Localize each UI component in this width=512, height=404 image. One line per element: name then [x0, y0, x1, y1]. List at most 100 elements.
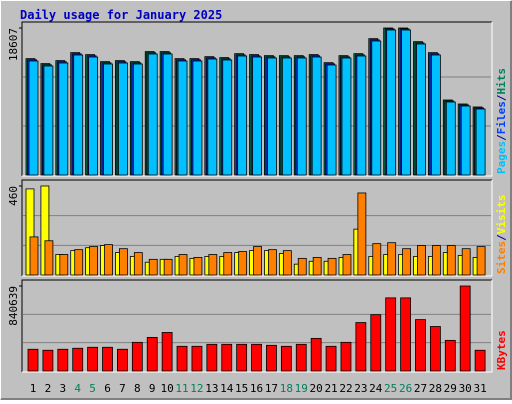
bar	[222, 59, 233, 176]
bar	[460, 105, 471, 176]
bar	[103, 63, 113, 176]
legend-separator: /	[495, 94, 508, 101]
bar	[476, 246, 486, 276]
bar	[208, 254, 218, 276]
panel-border	[22, 22, 493, 177]
legend: Pages/Files/Hits	[495, 68, 508, 174]
bar	[402, 248, 411, 276]
bar	[429, 326, 441, 372]
y-tick-label: 18607	[7, 28, 20, 61]
x-tick-label: 1	[30, 382, 37, 395]
bar	[475, 108, 486, 176]
bar	[325, 345, 337, 372]
bar	[416, 43, 426, 176]
bar	[28, 60, 39, 176]
bar	[57, 348, 69, 372]
bar	[355, 322, 367, 372]
x-tick-label: 28	[429, 382, 442, 395]
x-tick-label: 24	[369, 382, 383, 395]
bar	[372, 243, 382, 276]
bar	[417, 245, 426, 276]
x-tick-label: 3	[59, 382, 66, 395]
x-tick-label: 13	[205, 382, 218, 395]
bar	[102, 346, 113, 372]
bar	[29, 236, 39, 276]
x-tick-label: 4	[74, 382, 81, 395]
chart-title: Daily usage for January 2025	[20, 8, 222, 22]
bar	[177, 60, 188, 176]
bar	[268, 249, 277, 276]
bar	[297, 257, 307, 276]
x-tick-label: 15	[235, 382, 248, 395]
bar	[161, 332, 173, 372]
bar	[282, 250, 292, 276]
legend-entry: KBytes	[495, 330, 508, 370]
bar	[88, 56, 99, 176]
bar	[296, 57, 307, 176]
x-tick-label: 2	[45, 382, 52, 395]
bar	[310, 337, 322, 372]
bar	[43, 65, 54, 176]
bar	[146, 336, 158, 372]
x-tick-label: 16	[250, 382, 263, 395]
bar	[357, 192, 367, 276]
bar	[341, 57, 352, 176]
bar	[58, 62, 69, 176]
bar	[59, 254, 69, 276]
legend: KBytes	[495, 330, 508, 370]
legend-entry: Pages	[495, 141, 508, 174]
bar	[74, 249, 84, 276]
bar	[267, 57, 277, 176]
bar	[445, 101, 456, 176]
bar	[176, 345, 188, 372]
bar	[221, 343, 233, 372]
x-tick-label: 12	[190, 382, 203, 395]
x-tick-label: 21	[324, 382, 337, 395]
x-tick-label: 23	[354, 382, 367, 395]
bar	[104, 244, 113, 276]
x-tick-label: 6	[104, 382, 111, 395]
x-tick-label: 17	[265, 382, 278, 395]
bar	[253, 246, 262, 276]
bar	[327, 257, 337, 276]
bar	[117, 348, 128, 372]
bar	[236, 343, 248, 372]
bar	[444, 339, 456, 372]
x-tick-label: 20	[310, 382, 323, 395]
panel-border	[21, 279, 492, 372]
legend-entry: Files	[495, 101, 508, 134]
bar	[148, 258, 158, 276]
bar	[340, 341, 352, 372]
legend-separator: /	[495, 134, 508, 141]
bar	[132, 63, 143, 176]
bar	[73, 54, 84, 176]
legend-entry: Hits	[495, 68, 508, 95]
bar	[401, 29, 411, 176]
legend: Sites/Visits	[495, 195, 508, 275]
bar	[311, 56, 322, 176]
x-tick-label: 22	[339, 382, 352, 395]
x-tick-label: 26	[399, 382, 412, 395]
panel-border	[21, 179, 492, 276]
bar	[44, 240, 54, 276]
bar	[162, 53, 173, 176]
bar	[119, 248, 128, 276]
x-tick-label: 29	[444, 382, 457, 395]
bar	[281, 57, 292, 176]
bar	[42, 349, 54, 372]
bar	[72, 347, 84, 372]
x-tick-label: 5	[89, 382, 96, 395]
x-tick-label: 27	[414, 382, 427, 395]
bar	[266, 344, 277, 372]
x-tick-label: 14	[220, 382, 234, 395]
bar	[461, 248, 471, 276]
bar	[163, 258, 173, 276]
y-tick-label: 840639	[7, 286, 20, 326]
bar	[237, 55, 248, 176]
x-tick-label: 11	[175, 382, 188, 395]
panel-border	[22, 180, 493, 277]
bar	[206, 343, 218, 372]
bar	[27, 348, 39, 372]
bar	[342, 254, 352, 276]
